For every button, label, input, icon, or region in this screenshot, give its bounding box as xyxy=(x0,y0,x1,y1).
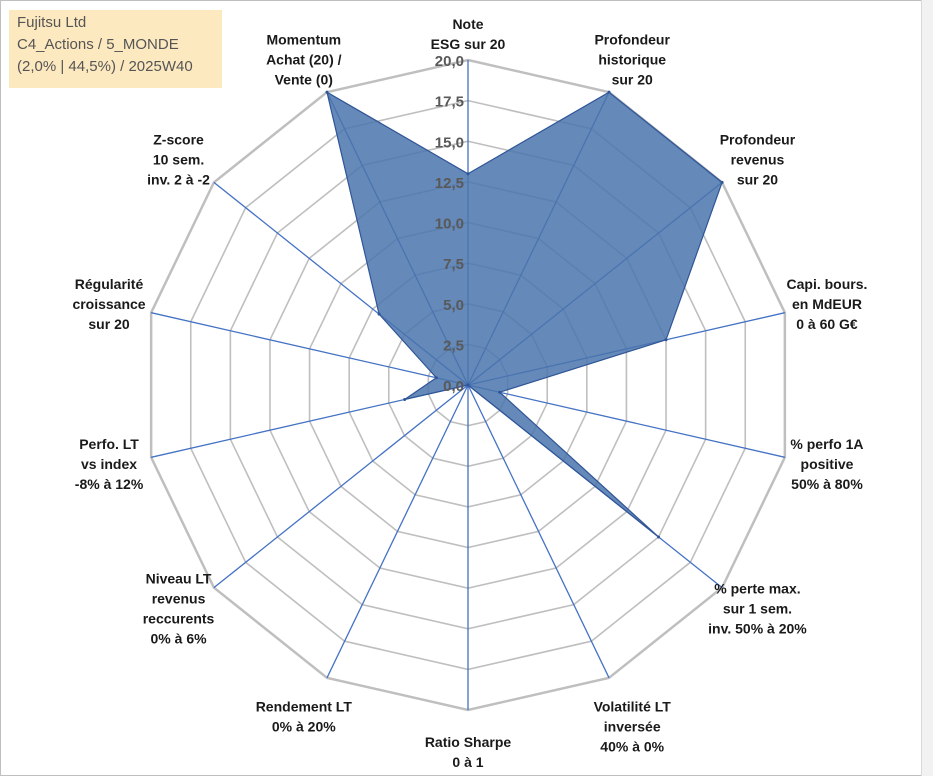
axis-label: Rendement LT 0% à 20% xyxy=(256,698,353,734)
axis-label: Régularité croissance sur 20 xyxy=(72,276,145,332)
axis-label: Z-score 10 sem. inv. 2 à -2 xyxy=(147,132,210,188)
data-point xyxy=(720,180,724,184)
data-point xyxy=(607,90,611,94)
data-point xyxy=(657,535,661,539)
info-box: Fujitsu Ltd C4_Actions / 5_MONDE (2,0% |… xyxy=(9,10,222,88)
data-point xyxy=(664,338,668,342)
axis-spoke xyxy=(213,384,469,589)
company-name: Fujitsu Ltd xyxy=(17,14,87,31)
tick-label: 17,5 xyxy=(435,94,464,111)
radial-ticks: 0,0 2,5 5,0 7,5 10,0 12,5 15,0 17,5 20,0 xyxy=(435,53,464,395)
axis-label: Niveau LT revenus reccurents 0% à 6% xyxy=(143,570,215,646)
portfolio-category: C4_Actions / 5_MONDE xyxy=(17,36,179,53)
axis-label: % perte max. sur 1 sem. inv. 50% à 20% xyxy=(708,580,807,636)
tick-label: 15,0 xyxy=(435,134,464,151)
data-point xyxy=(403,397,407,401)
axis-label: Note ESG sur 20 xyxy=(431,16,506,52)
tick-label: 12,5 xyxy=(435,175,464,192)
axis-labels: Note ESG sur 20 Profondeur historique sur 20… xyxy=(72,16,867,770)
tick-label: 0,0 xyxy=(443,378,464,395)
series-area xyxy=(326,90,723,538)
tick-label: 2,5 xyxy=(443,337,464,354)
axis-label: Volatilité LT inversée 40% à 0% xyxy=(594,698,672,754)
axis-label: Capi. bours. en MdEUR 0 à 60 G€ xyxy=(787,276,868,332)
data-point xyxy=(434,376,438,380)
axis-spoke xyxy=(326,384,469,679)
axis-label: Perfo. LT vs index -8% à 12% xyxy=(75,436,144,492)
data-point xyxy=(498,390,502,394)
tick-label: 5,0 xyxy=(443,297,464,314)
axis-spoke xyxy=(467,384,785,458)
data-point xyxy=(377,312,381,316)
tick-label: 10,0 xyxy=(435,216,464,233)
axis-label: Ratio Sharpe 0 à 1 xyxy=(425,734,512,770)
radar-series xyxy=(325,90,724,539)
axis-label: % perfo 1A positive 50% à 80% xyxy=(790,436,863,492)
data-point xyxy=(466,383,470,387)
data-point xyxy=(466,172,470,176)
axis-spoke xyxy=(151,312,469,386)
tick-label: 20,0 xyxy=(435,53,464,70)
axis-label: Profondeur historique sur 20 xyxy=(594,32,670,88)
weights-week: (2,0% | 44,5%) / 2025W40 xyxy=(17,58,193,75)
axis-spoke xyxy=(467,384,610,679)
data-point xyxy=(325,90,329,94)
tick-label: 7,5 xyxy=(443,256,464,273)
axis-label: Momentum Achat (20) / Vente (0) xyxy=(266,32,342,88)
scrollbar-edge[interactable] xyxy=(921,0,933,776)
axis-label: Profondeur revenus sur 20 xyxy=(720,132,796,188)
